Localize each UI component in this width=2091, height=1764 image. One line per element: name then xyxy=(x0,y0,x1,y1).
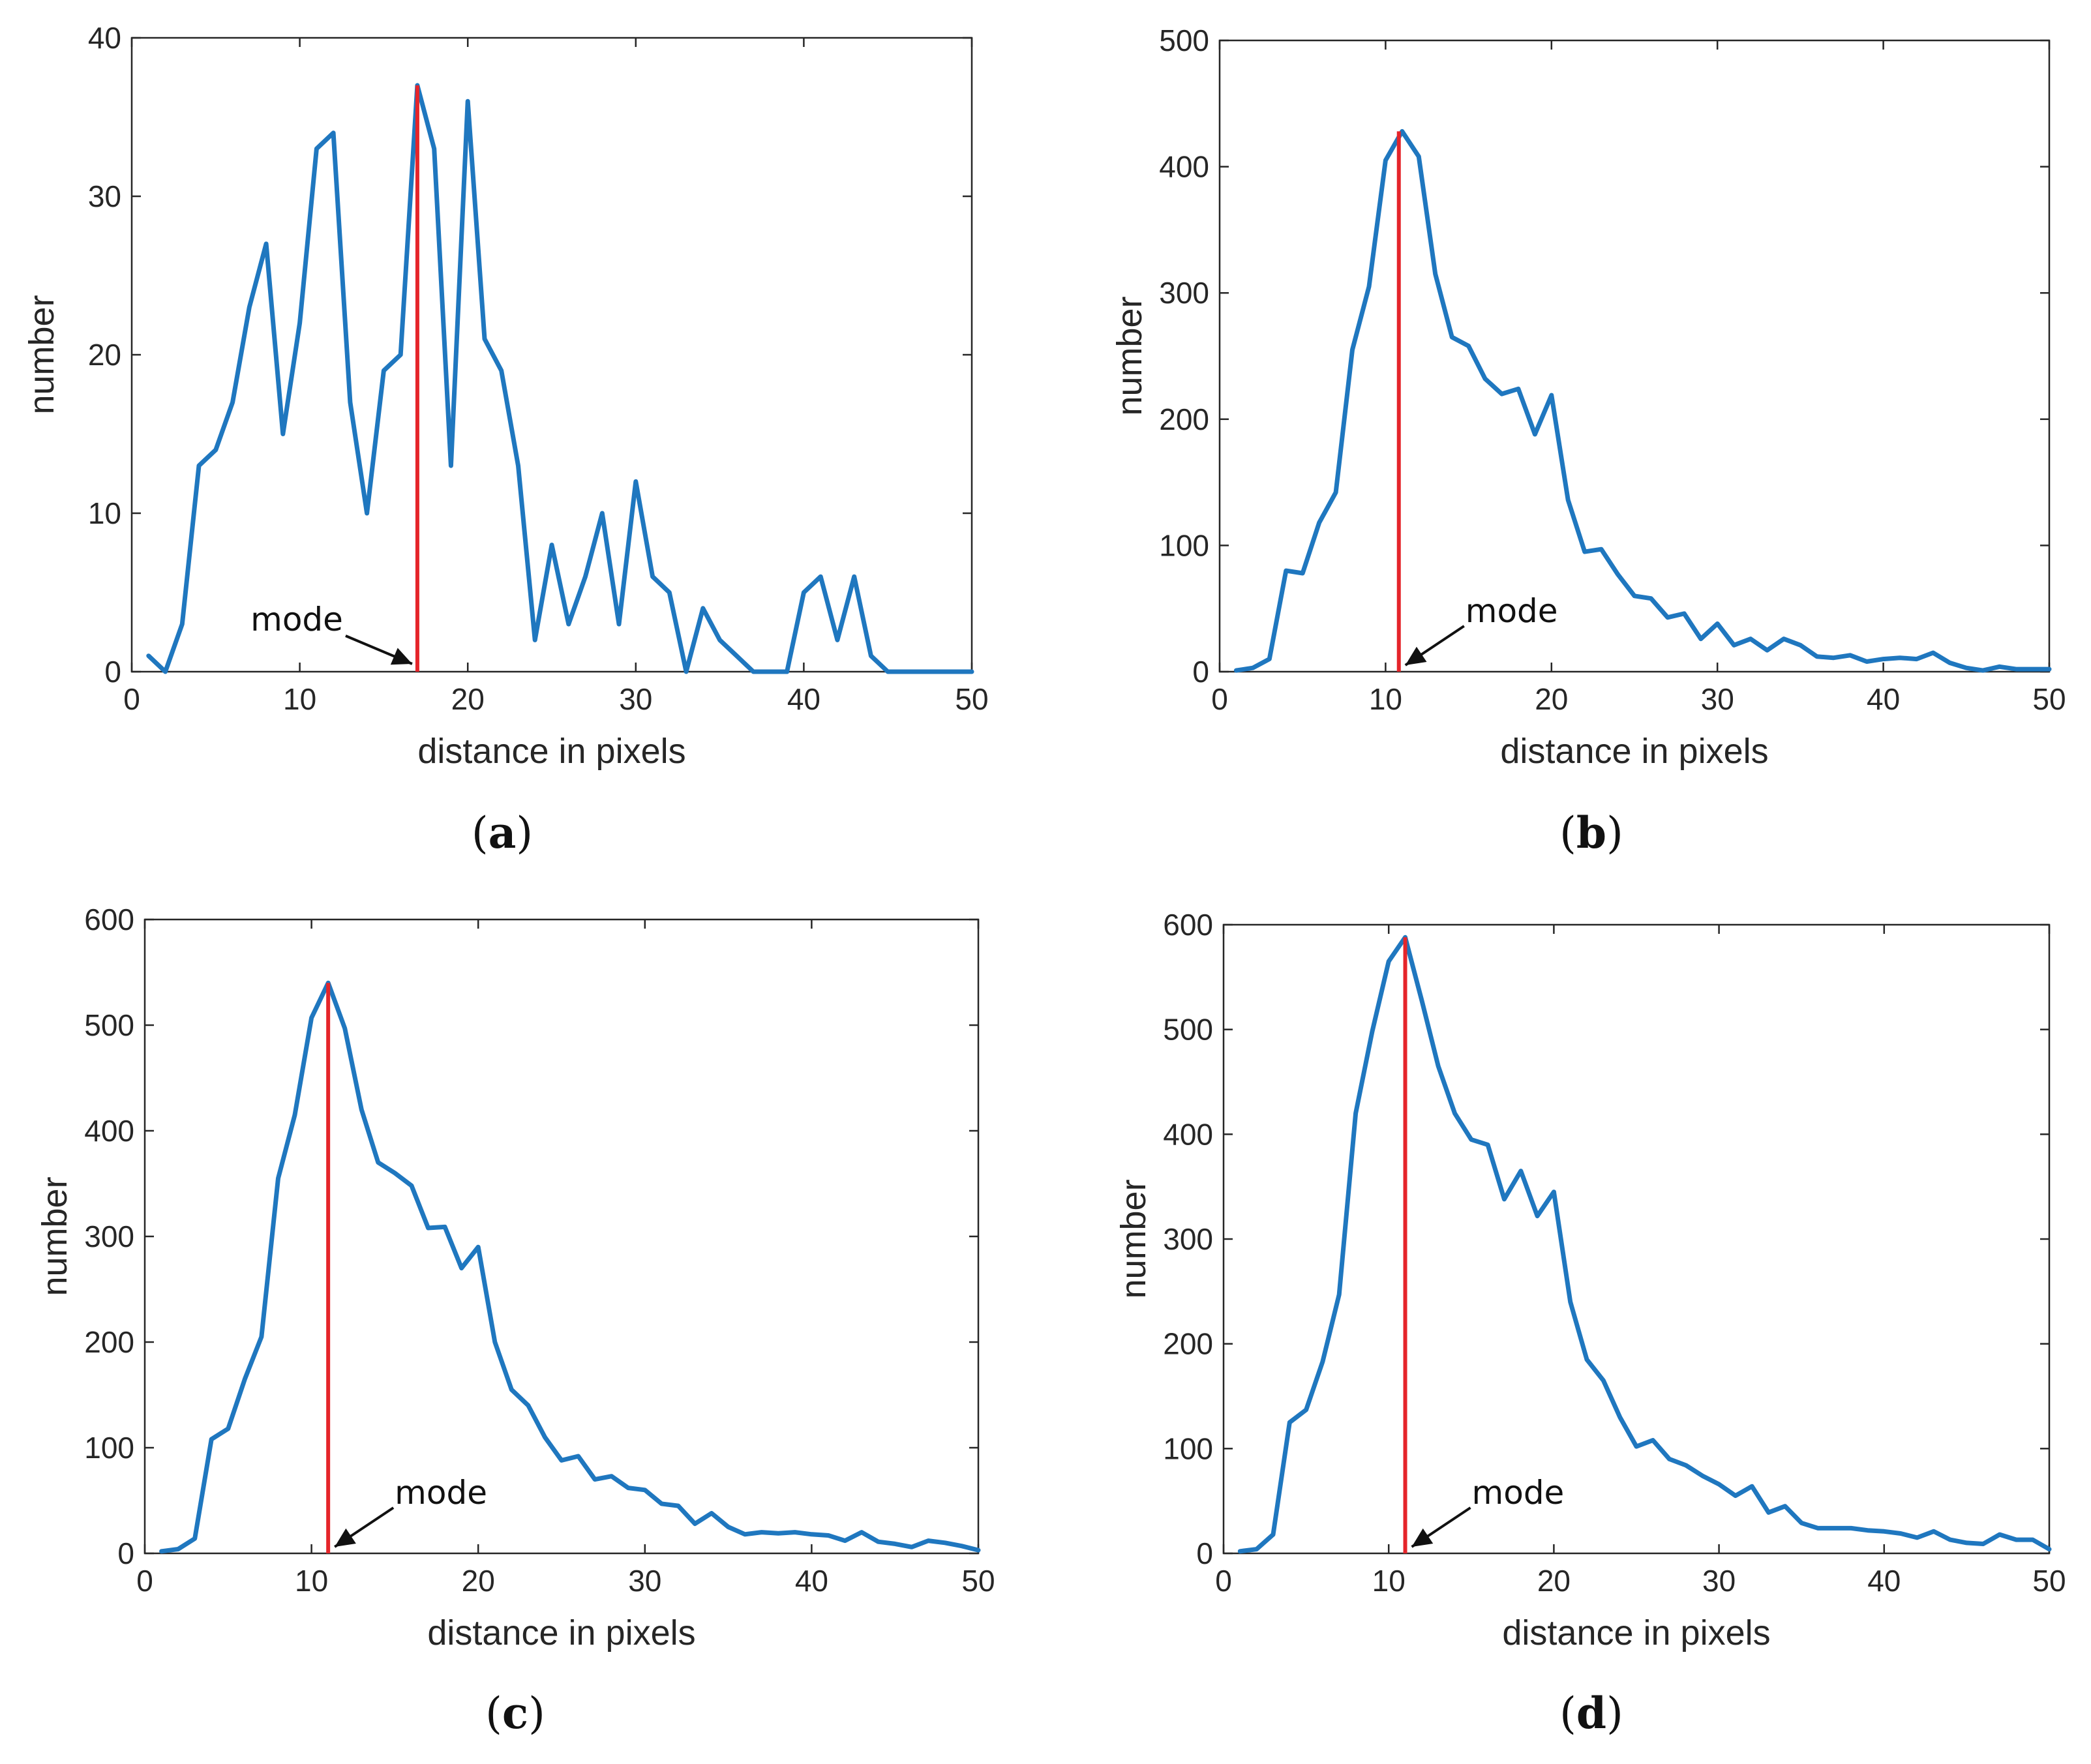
y-tick-label: 40 xyxy=(88,21,121,55)
x-tick-label: 0 xyxy=(123,682,140,716)
mode-label: mode xyxy=(250,601,343,638)
axes-frame xyxy=(130,37,973,673)
series-line xyxy=(1237,934,2052,1554)
x-tick-label: 40 xyxy=(787,682,820,716)
panel-label: (b) xyxy=(1559,807,1623,858)
mode-arrow-head xyxy=(1405,646,1427,665)
y-tick-label: 200 xyxy=(84,1325,134,1359)
y-tick-label: 300 xyxy=(84,1219,134,1253)
y-tick-label: 20 xyxy=(88,338,121,372)
x-tick-label: 30 xyxy=(628,1564,661,1598)
y-tick-label: 500 xyxy=(1163,1013,1213,1047)
mode-label: mode xyxy=(395,1474,487,1512)
y-tick-label: 300 xyxy=(1163,1222,1213,1256)
mode-arrow-head xyxy=(335,1528,356,1547)
y-tick-label: 200 xyxy=(1159,402,1209,436)
x-axis-label: distance in pixels xyxy=(427,1613,695,1652)
mode-arrow-head xyxy=(1411,1528,1434,1547)
x-tick-label: 0 xyxy=(136,1564,153,1598)
y-tick-label: 0 xyxy=(1196,1536,1213,1570)
x-tick-label: 0 xyxy=(1215,1564,1232,1598)
x-tick-label: 20 xyxy=(1535,682,1568,716)
axes-frame xyxy=(1218,39,2051,673)
x-tick-label: 20 xyxy=(451,682,485,716)
panel-label: (c) xyxy=(485,1688,545,1739)
chart-panel-a: 0 10 20 30 40 50 0 10 20 30 40 distance in pixels nu… xyxy=(22,21,989,858)
panel-letter: c xyxy=(502,1688,528,1739)
panel-label: (d) xyxy=(1559,1688,1623,1739)
x-axis-label: distance in pixels xyxy=(1502,1613,1770,1652)
y-tick-label: 0 xyxy=(1192,655,1209,689)
y-tick-label: 400 xyxy=(1159,150,1209,184)
y-tick-label: 500 xyxy=(1159,23,1209,57)
x-axis-label: distance in pixels xyxy=(1500,732,1768,771)
y-tick-label: 100 xyxy=(1163,1431,1213,1465)
series-line xyxy=(159,980,981,1554)
x-tick-label: 20 xyxy=(1537,1564,1571,1598)
x-tick-label: 30 xyxy=(1701,682,1734,716)
x-axis-label: distance in pixels xyxy=(417,732,685,771)
x-tick-label: 50 xyxy=(2032,682,2066,716)
y-tick-label: 0 xyxy=(117,1536,134,1570)
y-tick-label: 300 xyxy=(1159,276,1209,310)
y-tick-label: 600 xyxy=(1163,908,1213,942)
y-tick-label: 500 xyxy=(84,1008,134,1042)
y-axis-label: number xyxy=(22,295,61,414)
y-tick-label: 600 xyxy=(84,903,134,936)
x-tick-label: 30 xyxy=(619,682,652,716)
x-tick-label: 40 xyxy=(1867,682,1900,716)
x-tick-label: 40 xyxy=(795,1564,828,1598)
axes-frame xyxy=(1222,923,2051,1555)
panel-letter: a xyxy=(489,807,517,858)
panel-letter: d xyxy=(1576,1688,1606,1739)
x-tick-label: 10 xyxy=(295,1564,328,1598)
x-tick-label: 0 xyxy=(1211,682,1228,716)
y-tick-label: 30 xyxy=(88,179,121,213)
series-line xyxy=(1233,128,2052,673)
mode-arrow-head xyxy=(390,648,412,665)
x-tick-label: 10 xyxy=(283,682,316,716)
y-tick-label: 400 xyxy=(84,1114,134,1148)
x-tick-label: 20 xyxy=(462,1564,495,1598)
x-tick-label: 50 xyxy=(955,682,988,716)
mode-label: mode xyxy=(1472,1474,1565,1512)
y-axis-label: number xyxy=(35,1176,74,1296)
x-tick-label: 50 xyxy=(2032,1564,2066,1598)
x-tick-label: 50 xyxy=(961,1564,995,1598)
x-tick-label: 10 xyxy=(1369,682,1402,716)
y-axis-label: number xyxy=(1110,296,1149,415)
y-tick-label: 200 xyxy=(1163,1327,1213,1361)
y-tick-label: 100 xyxy=(84,1431,134,1465)
y-tick-label: 100 xyxy=(1159,528,1209,562)
x-tick-label: 10 xyxy=(1372,1564,1406,1598)
x-tick-label: 40 xyxy=(1867,1564,1901,1598)
mode-label: mode xyxy=(1466,592,1558,630)
y-axis-label: number xyxy=(1114,1179,1153,1298)
series-line xyxy=(146,83,974,674)
x-tick-label: 30 xyxy=(1702,1564,1736,1598)
y-tick-label: 0 xyxy=(104,655,121,689)
y-tick-label: 400 xyxy=(1163,1117,1213,1151)
y-tick-label: 10 xyxy=(88,496,121,530)
panel-letter: b xyxy=(1576,807,1606,858)
panel-label: (a) xyxy=(472,807,533,858)
